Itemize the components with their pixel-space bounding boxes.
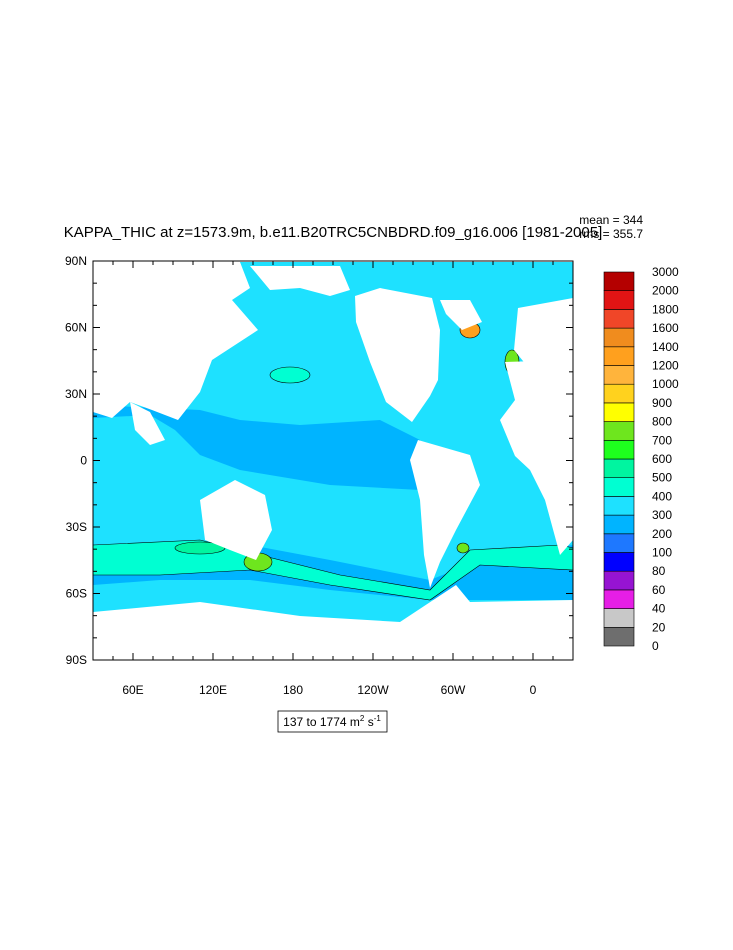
- colorbar-box: [603, 365, 635, 385]
- colorbar-label: 0: [652, 639, 659, 653]
- colorbar-label: 700: [652, 433, 672, 447]
- colorbar-box: [603, 552, 635, 572]
- land-eurasia: [93, 262, 258, 420]
- lon-tick-label: 120W: [357, 683, 389, 697]
- colorbar-label: 100: [652, 546, 672, 560]
- colorbar-label: 60: [652, 583, 666, 597]
- colorbar-label: 20: [652, 620, 666, 634]
- colorbar-box: [603, 458, 635, 479]
- range-text: 137 to 1774 m: [283, 715, 360, 729]
- land-australia: [200, 480, 272, 560]
- colorbar-box: [603, 570, 635, 591]
- range-text: s: [364, 715, 373, 729]
- range-box: [277, 710, 388, 733]
- colorbar-box: [603, 346, 635, 366]
- map: [92, 260, 574, 661]
- colorbar-label: 1400: [652, 340, 679, 354]
- colorbar-label: 900: [652, 396, 672, 410]
- lat-tick-label: 90S: [66, 653, 87, 667]
- colorbar-label: 40: [652, 602, 666, 616]
- colorbar-label: 1000: [652, 377, 679, 391]
- land-africa: [500, 360, 573, 555]
- lon-tick-label: 60W: [441, 683, 466, 697]
- lat-tick-label: 30N: [65, 387, 87, 401]
- colorbar-box: [603, 402, 635, 422]
- rms-stat: rms = 355.7: [579, 227, 643, 241]
- colorbar-box: [603, 271, 635, 292]
- colorbar-box: [603, 533, 635, 553]
- land-south-america: [410, 440, 480, 588]
- colorbar-box: [603, 383, 635, 404]
- colorbar-label: 80: [652, 564, 666, 578]
- colorbar-box: [603, 477, 635, 497]
- lat-tick-label: 0: [80, 454, 87, 468]
- land-europe: [514, 298, 573, 372]
- colorbar-box: [603, 514, 635, 535]
- colorbar-box: [603, 589, 635, 609]
- colorbar-label: 500: [652, 471, 672, 485]
- colorbar-box: [603, 626, 635, 647]
- lat-tick-label: 90N: [65, 254, 87, 268]
- lon-tick-label: 180: [283, 683, 303, 697]
- land-greenland: [440, 300, 482, 330]
- range-label: 137 to 1774 m2 s-1: [283, 714, 381, 729]
- colorbar-label: 2000: [652, 284, 679, 298]
- land-antarctica: [93, 585, 573, 660]
- land-north-america: [355, 288, 440, 422]
- contour-blob: [269, 366, 311, 384]
- colorbar-label: 1200: [652, 359, 679, 373]
- colorbar-label: 600: [652, 452, 672, 466]
- lat-tick-label: 30S: [66, 520, 87, 534]
- colorbar-box: [603, 439, 635, 460]
- colorbar-box: [603, 327, 635, 348]
- colorbar-label: 800: [652, 415, 672, 429]
- colorbar-box: [603, 608, 635, 628]
- range-sup: -1: [374, 714, 382, 723]
- lon-tick-label: 0: [530, 683, 537, 697]
- colorbar-label: 3000: [652, 265, 679, 279]
- colorbar-box: [603, 496, 635, 516]
- mean-stat: mean = 344: [579, 213, 643, 227]
- lat-tick-label: 60S: [66, 587, 87, 601]
- colorbar-box: [603, 309, 635, 329]
- colorbar-label: 1600: [652, 321, 679, 335]
- lon-tick-label: 60E: [122, 683, 143, 697]
- colorbar-box: [603, 421, 635, 441]
- map-title: KAPPA_THIC at z=1573.9m, b.e11.B20TRC5CN…: [64, 224, 603, 241]
- colorbar-label: 400: [652, 489, 672, 503]
- colorbar-label: 1800: [652, 302, 679, 316]
- contour-blob: [456, 542, 470, 554]
- arctic-ice: [250, 266, 350, 296]
- colorbar-label: 200: [652, 527, 672, 541]
- colorbar-label: 300: [652, 508, 672, 522]
- land-india: [130, 402, 165, 445]
- lon-tick-label: 120E: [199, 683, 227, 697]
- lat-tick-label: 60N: [65, 321, 87, 335]
- tropical-band: [93, 405, 420, 490]
- colorbar-box: [603, 290, 635, 310]
- range-sup: 2: [360, 714, 365, 723]
